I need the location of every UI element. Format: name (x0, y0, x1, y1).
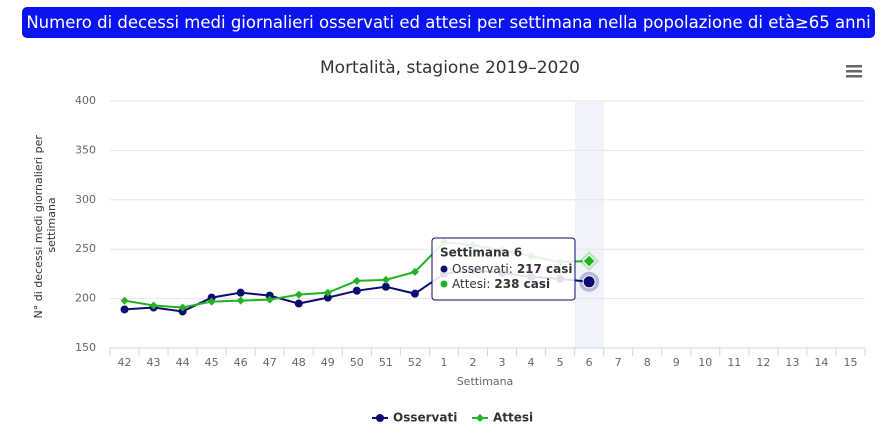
data-point (236, 296, 245, 305)
legend-label: Osservati (393, 411, 457, 425)
data-point (236, 288, 245, 297)
legend-item[interactable]: Osservati (372, 411, 457, 425)
data-point (410, 267, 419, 276)
x-tick-label: 9 (673, 356, 680, 369)
x-tick-label: 44 (176, 356, 190, 369)
data-point (120, 296, 129, 305)
x-tick-label: 7 (615, 356, 622, 369)
data-point (352, 276, 361, 285)
menu-bar (846, 70, 862, 73)
x-tick-label: 12 (756, 356, 770, 369)
data-point (323, 288, 332, 297)
x-tick-label: 10 (698, 356, 712, 369)
data-point (352, 286, 361, 295)
y-tick-label: 250 (75, 242, 96, 255)
tooltip-label: Attesi: (452, 277, 490, 291)
chart-title: Mortalità, stagione 2019–2020 (320, 58, 580, 78)
x-tick-label: 4 (528, 356, 535, 369)
legend-item[interactable]: Attesi (472, 411, 533, 425)
x-tick-label: 52 (408, 356, 422, 369)
x-axis-label: Settimana (457, 375, 514, 388)
menu-bar (846, 75, 862, 78)
legend-symbol (376, 414, 384, 422)
tooltip-title: Settimana 6 (440, 246, 522, 260)
data-point (294, 299, 303, 308)
data-point (149, 301, 158, 310)
data-point (381, 275, 390, 284)
data-point (294, 290, 303, 299)
x-tick-label: 11 (727, 356, 741, 369)
tooltip-row: Attesi: 238 casi (452, 277, 550, 291)
y-tick-label: 150 (75, 341, 96, 354)
y-tick-label: 200 (75, 292, 96, 305)
legend-label: Attesi (493, 411, 533, 425)
x-tick-label: 13 (785, 356, 799, 369)
x-tick-label: 43 (147, 356, 161, 369)
y-tick-label: 400 (75, 94, 96, 107)
x-tick-label: 49 (321, 356, 335, 369)
x-tick-label: 8 (644, 356, 651, 369)
banner: Numero di decessi medi giornalieri osser… (22, 7, 875, 38)
x-tick-label: 42 (118, 356, 132, 369)
data-point (265, 295, 274, 304)
hover-band (575, 101, 604, 348)
tooltip: Settimana 6 Osservati: 217 casi Attesi: 238 … (431, 237, 576, 301)
x-tick-label: 2 (469, 356, 476, 369)
x-tick-label: 51 (379, 356, 393, 369)
tooltip-label: Osservati: (452, 262, 513, 276)
x-tick-label: 46 (234, 356, 248, 369)
x-tick-label: 50 (350, 356, 364, 369)
hover-point (582, 275, 596, 289)
y-tick-label: 300 (75, 193, 96, 206)
data-point (323, 293, 332, 302)
menu-bar (846, 65, 862, 68)
x-tick-label: 6 (586, 356, 593, 369)
y-tick-label: 350 (75, 143, 96, 156)
x-tick-label: 14 (814, 356, 828, 369)
data-point (381, 282, 390, 291)
tooltip-dot (440, 265, 448, 273)
y-axis-label-line: settimana (45, 197, 58, 252)
data-point (120, 305, 129, 314)
menu-button[interactable] (846, 65, 862, 78)
x-tick-label: 5 (557, 356, 564, 369)
data-point (207, 297, 216, 306)
x-tick-label: 47 (263, 356, 277, 369)
data-point (178, 303, 187, 312)
legend-symbol (476, 414, 484, 422)
hover-point (582, 254, 596, 268)
x-tick-label: 3 (499, 356, 506, 369)
data-point (410, 289, 419, 298)
tooltip-value: 217 casi (517, 262, 573, 276)
y-axis-label-line: N° di decessi medi giornalieri per (32, 135, 45, 319)
tooltip-row: Osservati: 217 casi (452, 262, 573, 276)
tooltip-value: 238 casi (494, 277, 550, 291)
x-tick-label: 1 (440, 356, 447, 369)
x-tick-label: 45 (205, 356, 219, 369)
tooltip-dot (440, 280, 448, 288)
x-tick-label: 15 (843, 356, 857, 369)
x-tick-label: 48 (292, 356, 306, 369)
y-axis-label: N° di decessi medi giornalieri per setti… (32, 132, 58, 319)
tooltip-box (431, 237, 576, 301)
